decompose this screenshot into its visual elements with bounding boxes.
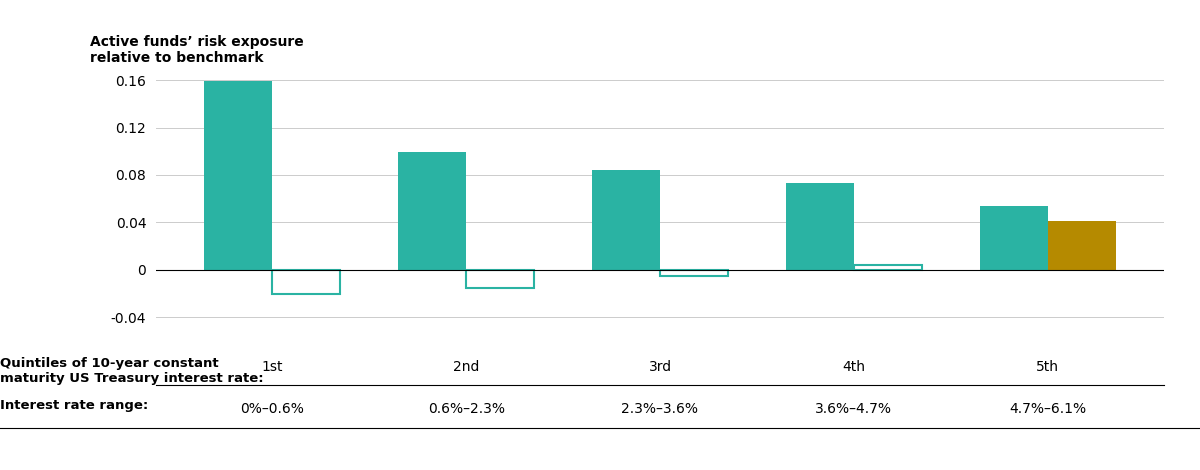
Text: 5th: 5th [1036,360,1060,374]
Bar [592,170,660,270]
Text: 3.6%–4.7%: 3.6%–4.7% [815,402,893,416]
Text: 0%–0.6%: 0%–0.6% [240,402,305,416]
Text: 4.7%–6.1%: 4.7%–6.1% [1009,402,1086,416]
Bar [854,266,922,270]
Text: 0.6%–2.3%: 0.6%–2.3% [427,402,505,416]
Bar [272,270,340,294]
Text: Interest rate range:: Interest rate range: [0,400,149,413]
Text: 1st: 1st [262,360,283,374]
Text: 2.3%–3.6%: 2.3%–3.6% [622,402,698,416]
Bar [466,270,534,289]
Bar [1048,220,1116,270]
Bar [786,183,854,270]
Bar [398,152,466,270]
Bar [204,81,272,270]
Text: 2nd: 2nd [452,360,479,374]
Text: Quintiles of 10-year constant
maturity US Treasury interest rate:: Quintiles of 10-year constant maturity U… [0,357,264,385]
Text: 4th: 4th [842,360,865,374]
Text: 3rd: 3rd [648,360,672,374]
Text: Active funds’ risk exposure
relative to benchmark: Active funds’ risk exposure relative to … [90,35,305,65]
Bar [660,270,728,276]
Bar [980,206,1048,270]
